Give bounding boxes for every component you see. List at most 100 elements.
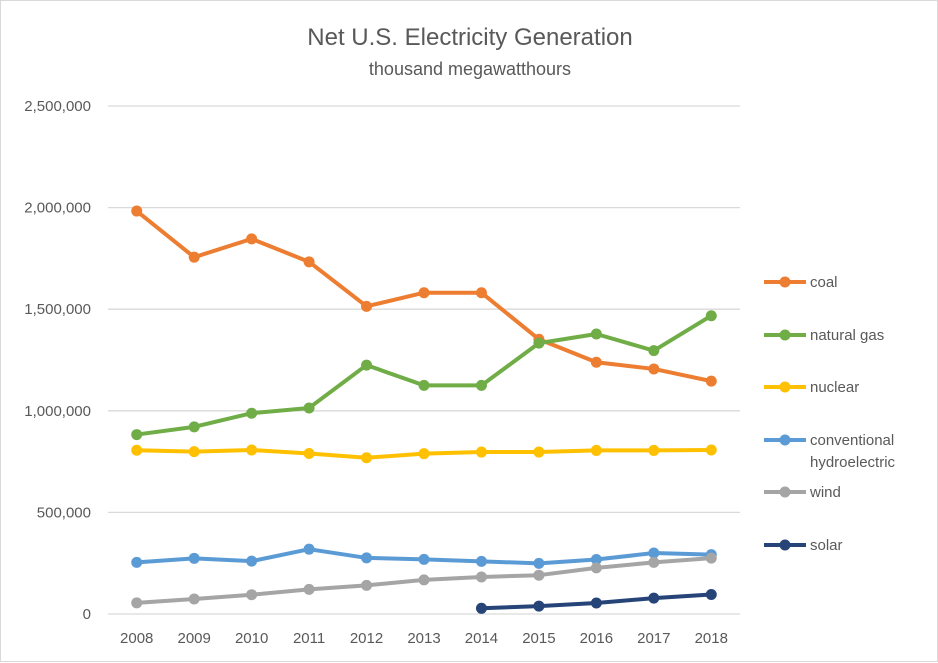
data-point [533, 446, 545, 458]
y-axis-ticks: 0 500,000 1,000,000 1,500,000 2,000,000 2,500… [24, 98, 91, 623]
legend-label: solar [810, 537, 843, 554]
legend-label: coal [810, 274, 838, 291]
x-tick-label: 2012 [350, 630, 383, 647]
legend-label: conventional [810, 432, 894, 449]
data-point [705, 375, 717, 387]
data-point [131, 444, 143, 456]
legend-item: wind [764, 484, 841, 501]
data-point [131, 597, 143, 609]
legend-swatch-marker [779, 329, 791, 341]
data-point [188, 251, 200, 263]
legend-swatch-marker [779, 381, 791, 393]
data-point [303, 256, 315, 268]
data-point [246, 589, 258, 601]
series-line [134, 313, 714, 437]
x-tick-label: 2008 [120, 630, 153, 647]
data-point [648, 592, 660, 604]
series-group [131, 205, 717, 614]
legend-swatch-marker [779, 276, 791, 288]
data-point [361, 359, 373, 371]
data-point [590, 356, 602, 368]
data-point [590, 597, 602, 609]
series-natural-gas [131, 310, 717, 441]
data-point [418, 448, 430, 460]
data-point [475, 602, 487, 614]
legend-item: nuclear [764, 379, 859, 396]
data-point [361, 579, 373, 591]
x-tick-label: 2010 [235, 630, 268, 647]
data-point [475, 379, 487, 391]
data-point [590, 554, 602, 566]
legend-item: natural gas [764, 327, 884, 344]
y-tick-label: 0 [83, 606, 91, 623]
data-point [648, 363, 660, 375]
data-point [303, 447, 315, 459]
x-tick-label: 2016 [580, 630, 613, 647]
data-point [418, 574, 430, 586]
data-point [418, 287, 430, 299]
legend-label: natural gas [810, 327, 884, 344]
series-solar [475, 588, 717, 614]
data-point [475, 446, 487, 458]
data-point [246, 444, 258, 456]
legend-swatch-marker [779, 486, 791, 498]
data-point [705, 552, 717, 564]
x-tick-label: 2017 [637, 630, 670, 647]
data-point [590, 328, 602, 340]
legend-label: nuclear [810, 379, 859, 396]
data-point [475, 555, 487, 567]
y-tick-label: 2,000,000 [24, 200, 91, 217]
data-point [188, 552, 200, 564]
data-point [303, 583, 315, 595]
data-point [590, 444, 602, 456]
chart-title: Net U.S. Electricity Generation [307, 24, 632, 51]
data-point [361, 552, 373, 564]
series-conventional-hydroelectric [131, 543, 717, 569]
data-point [533, 337, 545, 349]
data-point [131, 556, 143, 568]
data-point [705, 310, 717, 322]
y-tick-label: 500,000 [37, 504, 91, 521]
legend-item: conventional hydroelectric [764, 432, 896, 471]
data-point [188, 593, 200, 605]
data-point [361, 452, 373, 464]
data-point [705, 588, 717, 600]
legend-label: wind [809, 484, 841, 501]
legend-item: solar [764, 537, 843, 554]
data-point [648, 345, 660, 357]
data-point [648, 556, 660, 568]
data-point [246, 233, 258, 245]
data-point [533, 569, 545, 581]
data-point [533, 600, 545, 612]
data-point [303, 543, 315, 555]
x-tick-label: 2015 [522, 630, 555, 647]
data-point [131, 205, 143, 217]
x-tick-label: 2014 [465, 630, 498, 647]
data-point [361, 300, 373, 312]
data-point [533, 557, 545, 569]
legend: coal natural gas nuclear conventional hydroe… [764, 274, 896, 554]
x-tick-label: 2013 [407, 630, 440, 647]
data-point [590, 562, 602, 574]
series-nuclear [131, 444, 717, 464]
data-point [648, 547, 660, 559]
y-tick-label: 2,500,000 [24, 98, 91, 115]
x-axis-ticks: 2008 2009 2010 2011 2012 2013 2014 2015 2016 2017… [120, 630, 728, 647]
data-point [303, 402, 315, 414]
x-tick-label: 2011 [293, 630, 325, 647]
data-point [418, 553, 430, 565]
y-tick-label: 1,000,000 [24, 403, 91, 420]
legend-swatch-marker [779, 539, 791, 551]
data-point [246, 555, 258, 567]
chart-subtitle: thousand megawatthours [369, 59, 571, 79]
data-point [418, 379, 430, 391]
x-tick-label: 2018 [695, 630, 728, 647]
data-point [131, 429, 143, 441]
x-tick-label: 2009 [177, 630, 210, 647]
legend-label: hydroelectric [810, 454, 896, 471]
series-wind [131, 552, 717, 609]
data-point [475, 571, 487, 583]
data-point [188, 446, 200, 458]
